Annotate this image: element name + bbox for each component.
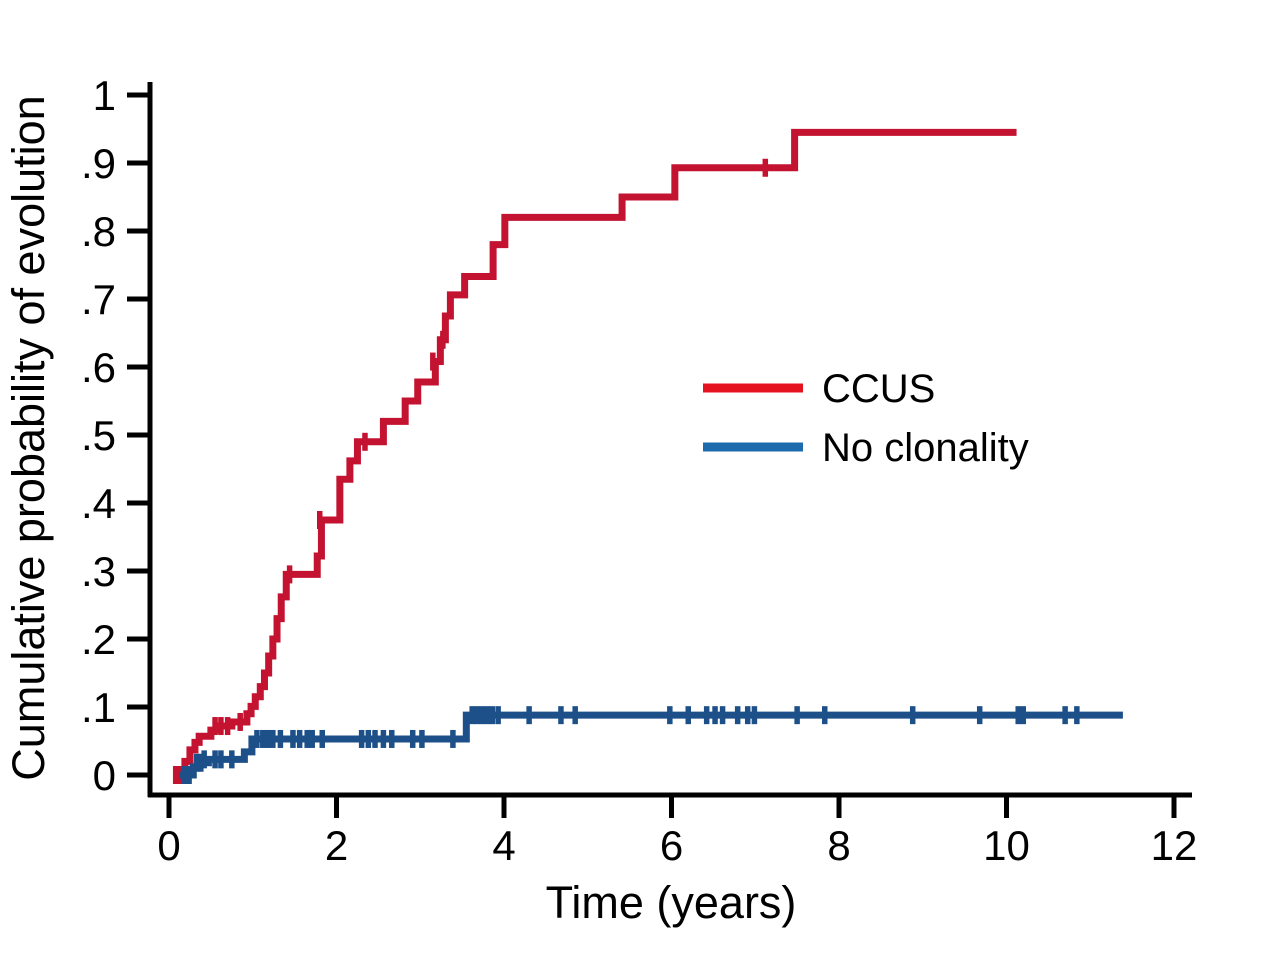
x-tick-label: 2 xyxy=(325,822,348,869)
y-tick-label: .6 xyxy=(81,344,116,391)
y-axis-title: Cumulative probability of evolution xyxy=(3,95,54,780)
legend-label-no-clonality: No clonality xyxy=(822,426,1029,470)
survival-curves xyxy=(172,128,1123,784)
y-tick-label: .5 xyxy=(81,412,116,459)
y-tick-label: .1 xyxy=(81,684,116,731)
x-tick-label: 12 xyxy=(1151,822,1198,869)
legend: CCUS No clonality xyxy=(703,367,1029,470)
x-tick-label: 10 xyxy=(983,822,1030,869)
legend-label-ccus: CCUS xyxy=(822,367,935,411)
y-tick-label: .4 xyxy=(81,480,116,527)
x-tick-label: 0 xyxy=(157,822,180,869)
y-tick-label: .7 xyxy=(81,276,116,323)
y-tick-label: .8 xyxy=(81,208,116,255)
x-tick-label: 6 xyxy=(660,822,683,869)
x-tick-label: 8 xyxy=(827,822,850,869)
x-axis-title: Time (years) xyxy=(546,877,797,928)
y-axis-ticks: 0 .1 .2 .3 .4 .5 .6 .7 .8 .9 1 xyxy=(81,72,148,799)
y-tick-label: .9 xyxy=(81,140,116,187)
y-tick-label: .2 xyxy=(81,616,116,663)
y-tick-label: 1 xyxy=(93,72,116,119)
x-tick-label: 4 xyxy=(492,822,515,869)
y-tick-label: .3 xyxy=(81,548,116,595)
x-axis-ticks: 0 2 4 6 8 10 12 xyxy=(157,797,1197,869)
y-tick-label: 0 xyxy=(93,752,116,799)
